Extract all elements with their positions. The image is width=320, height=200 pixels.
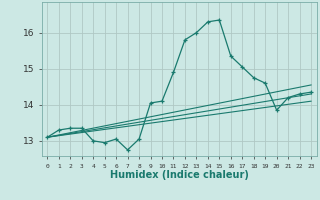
- X-axis label: Humidex (Indice chaleur): Humidex (Indice chaleur): [110, 170, 249, 180]
